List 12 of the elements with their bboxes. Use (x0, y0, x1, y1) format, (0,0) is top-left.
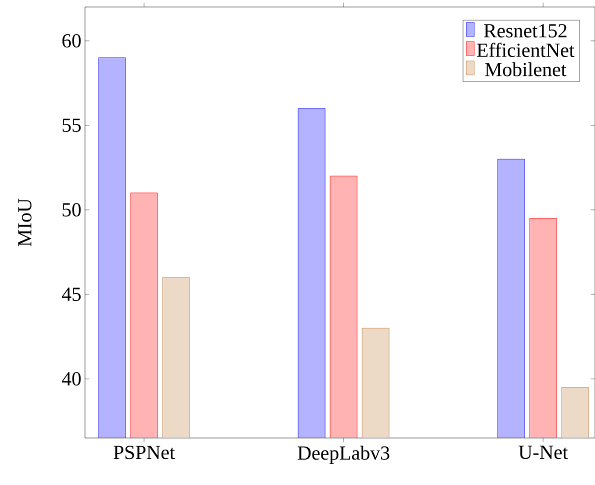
y-tick-label: 45 (62, 288, 81, 301)
y-tick-label: 40 (62, 372, 81, 386)
y-tick-label: 55 (62, 118, 81, 132)
legend-label: Resnet152 (484, 24, 566, 38)
x-tick-label: PSPNet (114, 446, 175, 460)
x-tick-label: U-Net (518, 446, 568, 460)
y-tick-label: 60 (62, 34, 81, 48)
y-axis-title: MIoU (18, 198, 32, 246)
legend-label: EfficientNet (476, 42, 574, 57)
y-tick-label: 50 (62, 203, 81, 217)
x-tick-label: DeepLabv3 (298, 446, 390, 464)
legend-label: Mobilenet (485, 62, 566, 76)
